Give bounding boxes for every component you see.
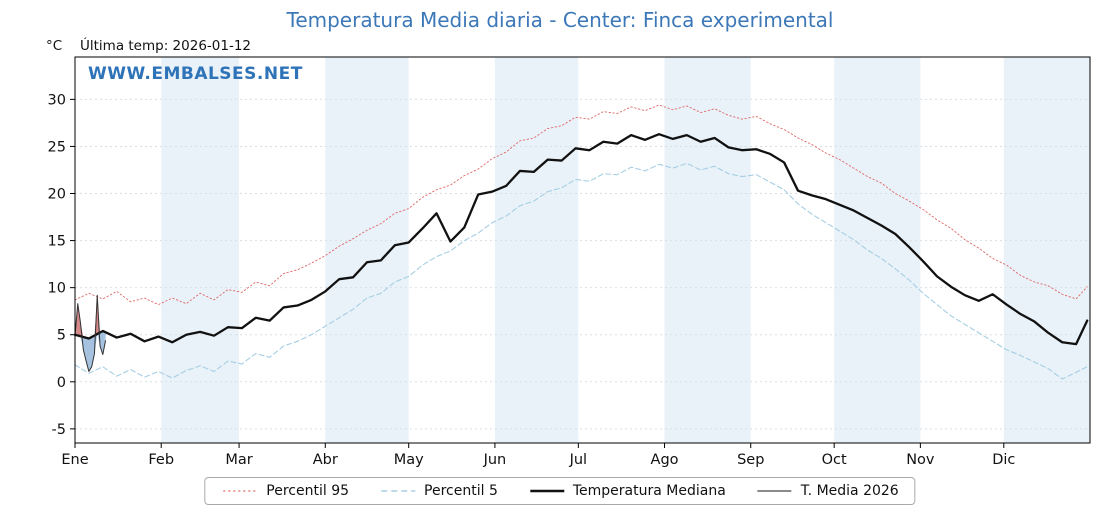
x-tick-label: Ago (651, 452, 679, 468)
chart-title: Temperatura Media diaria - Center: Finca… (286, 8, 834, 32)
month-band (834, 57, 921, 443)
y-tick-label: 5 (57, 328, 66, 344)
month-band (325, 57, 409, 443)
y-tick-label: -5 (52, 422, 66, 438)
percentil-5-line (74, 162, 1088, 380)
legend-item: Temperatura Mediana (528, 483, 726, 499)
month-band (161, 57, 240, 443)
y-tick-label: 15 (48, 234, 66, 250)
y-axis-unit-label: °C (46, 38, 63, 54)
y-tick-label: 0 (57, 375, 66, 391)
x-tick-label: Jun (483, 452, 507, 468)
legend-label: Percentil 95 (266, 483, 350, 499)
month-band (1003, 57, 1090, 443)
temperature-chart: -5 0 5 10 15 20 25 30 Ene Feb Mar Abr May Jun Jul Ago Se… (48, 56, 1091, 468)
legend-line-sample (757, 490, 792, 492)
x-tick-label: Jul (569, 452, 588, 468)
x-tick-label: Mar (225, 452, 252, 468)
t-media-2026-line (74, 294, 107, 372)
x-tick-label: Feb (148, 452, 174, 468)
legend-line-sample (223, 490, 258, 492)
x-tick-label: Ene (61, 452, 88, 468)
temperatura-mediana-line (73, 133, 1089, 346)
x-tick-label: Sep (737, 452, 764, 468)
month-band (664, 57, 751, 443)
last-temperature-note: Última temp: 2026-01-12 (80, 38, 252, 54)
y-tick-label: 20 (48, 187, 66, 203)
x-tick-label: May (394, 452, 424, 468)
chart-legend: Percentil 95 Percentil 5 Temperatura Media… (204, 477, 916, 505)
y-tick-label: 25 (48, 139, 66, 155)
legend-item: Percentil 5 (379, 483, 498, 499)
legend-label: T. Media 2026 (800, 483, 899, 499)
plot-border (74, 56, 1091, 444)
month-band (494, 57, 579, 443)
y-tick-label: 10 (48, 281, 66, 297)
x-tick-label: Nov (906, 452, 935, 468)
y-tick-label: 30 (48, 92, 66, 108)
watermark: WWW.EMBALSES.NET (88, 64, 303, 84)
x-tick-label: Oct (822, 452, 847, 468)
legend-item: Percentil 95 (221, 483, 349, 499)
legend-label: Percentil 5 (424, 483, 498, 499)
legend-label: Temperatura Mediana (572, 483, 726, 499)
legend-item: T. Media 2026 (756, 483, 899, 499)
legend-line-sample (529, 489, 564, 493)
legend-line-sample (381, 490, 416, 492)
percentil-95-line (74, 104, 1088, 306)
x-tick-label: Abr (313, 452, 338, 468)
x-tick-label: Dic (992, 452, 1015, 468)
